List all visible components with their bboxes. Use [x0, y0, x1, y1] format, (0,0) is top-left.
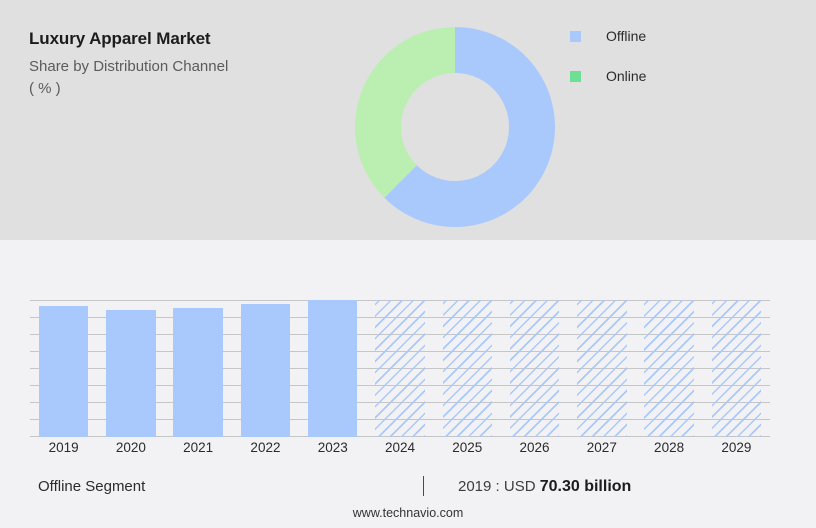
square-swatch-icon — [570, 70, 581, 82]
bar-2020[interactable] — [106, 310, 156, 437]
bar-2026[interactable] — [509, 300, 560, 437]
x-axis-label-2023: 2023 — [317, 440, 348, 455]
x-axis-label-2024: 2024 — [384, 440, 416, 455]
x-axis-label-2019: 2019 — [48, 440, 79, 455]
footer: Offline Segment 2019 : USD 70.30 billion… — [0, 472, 816, 528]
bar-2028[interactable] — [644, 300, 694, 437]
bar-2029[interactable] — [711, 300, 762, 437]
x-axis-label-2021: 2021 — [183, 440, 214, 455]
legend-item-label: Offline — [606, 28, 647, 44]
bar-2019[interactable] — [38, 306, 89, 437]
footer-value-highlight: 70.30 billion — [539, 478, 632, 495]
bar-2027[interactable] — [577, 300, 627, 437]
x-axis-label-2027: 2027 — [586, 440, 617, 455]
bar-2025[interactable] — [442, 300, 492, 437]
donut-slice-offline[interactable] — [384, 27, 555, 227]
title-block: Luxury Apparel Market Share by Distribut… — [29, 28, 329, 100]
legend-item-offline[interactable]: Offline — [570, 16, 646, 56]
bar-2024[interactable] — [375, 300, 425, 437]
x-axis-label-2025: 2025 — [452, 440, 483, 455]
donut-chart — [355, 27, 555, 227]
x-axis-label-2020: 2020 — [115, 440, 146, 455]
legend-item-label: Online — [606, 68, 647, 84]
x-axis-label-2022: 2022 — [250, 440, 281, 455]
square-swatch-icon — [570, 30, 581, 42]
bar-chart-panel: 2019 2020 2021 2022 2023 2024 2025 2026 2027 2028… — [0, 240, 816, 528]
page-subtitle: Share by Distribution Channel — [29, 58, 229, 75]
footer-value: 2019 : USD 70.30 billion — [458, 478, 631, 496]
x-axis-label-2028: 2028 — [654, 440, 685, 455]
page-unit: ( % ) — [29, 80, 61, 97]
donut-slice-online[interactable] — [355, 27, 455, 198]
footer-value-prefix: 2019 : USD — [458, 478, 536, 495]
bar-2023[interactable] — [308, 300, 358, 437]
footer-segment-label: Offline Segment — [38, 478, 146, 495]
legend-item-online[interactable]: Online — [570, 56, 646, 96]
x-axis-label-2026: 2026 — [519, 440, 550, 455]
footer-divider — [423, 476, 424, 496]
bar-series — [30, 300, 770, 437]
x-axis-label-2029: 2029 — [721, 440, 752, 455]
bar-chart-plot-area — [30, 300, 770, 437]
page-title: Luxury Apparel Market — [29, 29, 211, 48]
footer-url: www.technavio.com — [352, 506, 464, 520]
bar-2021[interactable] — [173, 307, 223, 437]
donut-panel: Luxury Apparel Market Share by Distribut… — [0, 0, 816, 240]
donut-svg — [355, 27, 555, 227]
x-axis-labels: 2019 2020 2021 2022 2023 2024 2025 2026 2027 2028… — [30, 440, 770, 462]
bar-2022[interactable] — [240, 304, 291, 437]
legend: Offline Online — [570, 16, 646, 96]
